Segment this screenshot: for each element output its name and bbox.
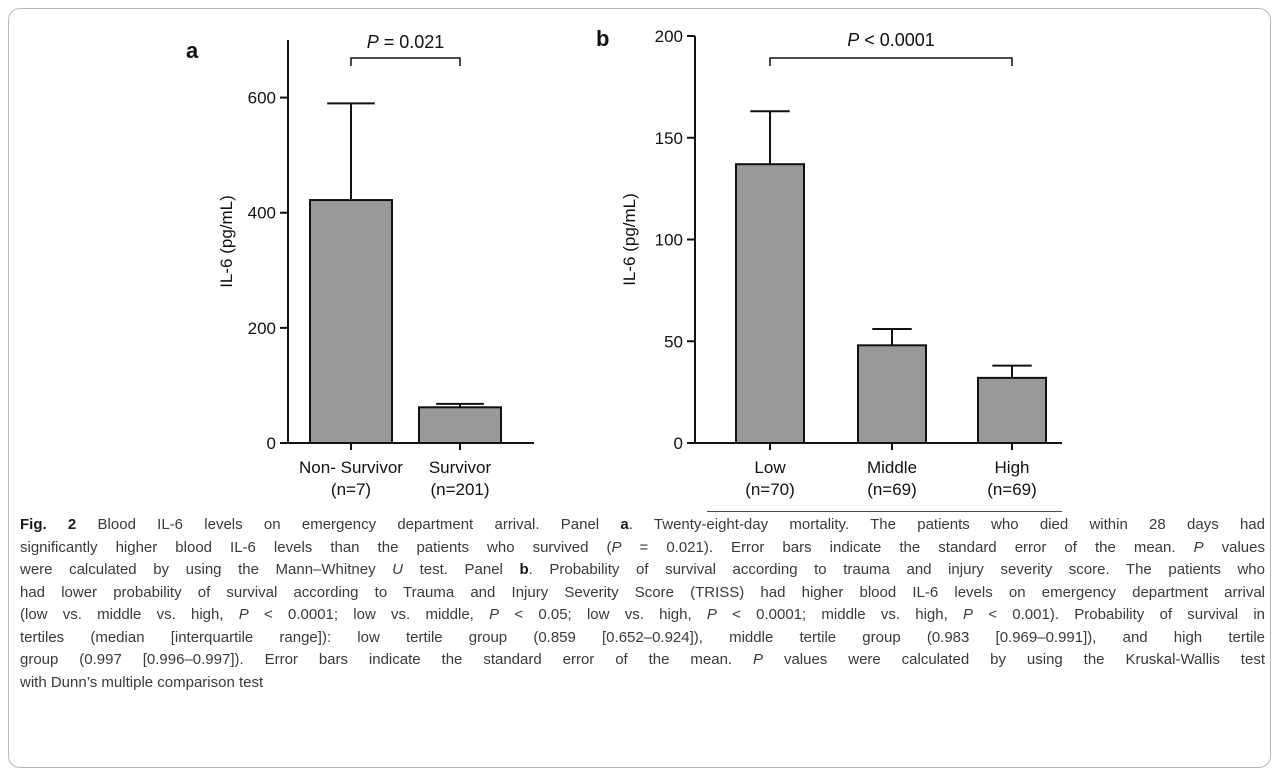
- caption-text: < 0.0001; middle vs. high,: [716, 606, 964, 623]
- bar: [857, 344, 927, 445]
- chart-figure: a 0 200 400 600 IL-6 (pg/mL) Non- Survivor (n=7…: [186, 26, 1062, 512]
- y-tick-label: 200: [248, 319, 276, 338]
- caption-text: Blood IL-6 levels on emergency departmen…: [76, 516, 621, 533]
- x-tick-count: (n=7): [331, 480, 371, 499]
- caption-text: (low vs. middle vs. high,: [20, 606, 239, 623]
- figure-caption: Fig. 2 Blood IL-6 levels on emergency de…: [20, 514, 1265, 694]
- caption-text: P: [706, 606, 717, 623]
- x-tick-count: (n=69): [987, 480, 1037, 499]
- caption-text: with Dunn’s multiple comparison test: [20, 673, 264, 691]
- caption-text: Fig. 2: [20, 516, 77, 533]
- significance-bracket: [350, 57, 461, 66]
- p-value: = 0.021: [379, 32, 445, 52]
- y-tick-label: 50: [664, 332, 683, 351]
- caption-text: = 0.021). Error bars indicate the standa…: [621, 538, 1194, 556]
- bar: [418, 406, 502, 445]
- p-symbol: P: [367, 32, 379, 52]
- caption-text: P: [1193, 538, 1204, 556]
- caption-text: were calculated by using the Mann–Whitne…: [20, 561, 393, 578]
- panel-label-a: a: [186, 38, 199, 63]
- caption-text: values: [1203, 538, 1265, 556]
- y-tick-label: 150: [655, 129, 683, 148]
- caption-text: tertiles (median [interquartile range]):…: [20, 628, 1265, 646]
- panel-label-b: b: [596, 26, 609, 51]
- caption-line: group (0.997 [0.996–0.997]). Error bars …: [20, 649, 1265, 672]
- caption-line: had lower probability of survival accord…: [20, 582, 1265, 605]
- x-tick-label: Survivor: [429, 458, 492, 477]
- bar: [977, 376, 1047, 445]
- figure-frame: [8, 8, 1271, 768]
- caption-text: test. Panel: [403, 561, 520, 578]
- caption-line: were calculated by using the Mann–Whitne…: [20, 559, 1265, 582]
- caption-line: Fig. 2 Blood IL-6 levels on emergency de…: [20, 514, 1265, 537]
- caption-text: values were calculated by using the Krus…: [763, 651, 1265, 668]
- caption-text: b: [519, 561, 529, 578]
- y-tick-label: 200: [655, 27, 683, 46]
- p-value-annotation: P = 0.021: [367, 32, 445, 52]
- caption-text: P: [611, 538, 622, 556]
- x-tick-label: High: [995, 458, 1030, 477]
- x-tick-count: (n=201): [430, 480, 489, 499]
- y-tick-label: 0: [674, 434, 683, 453]
- caption-text: P: [238, 606, 249, 623]
- caption-text: U: [392, 561, 403, 578]
- caption-line: significantly higher blood IL-6 levels t…: [20, 537, 1265, 560]
- y-tick-label: 0: [267, 434, 276, 453]
- y-axis-label: IL-6 (pg/mL): [217, 195, 236, 288]
- caption-text: < 0.001). Probability of survival in: [973, 606, 1266, 623]
- caption-text: P: [963, 606, 974, 623]
- p-value: < 0.0001: [859, 30, 935, 50]
- caption-line: with Dunn’s multiple comparison test: [20, 672, 1265, 695]
- x-tick-label: Middle: [867, 458, 917, 477]
- x-tick-count: (n=69): [867, 480, 917, 499]
- caption-text: had lower probability of survival accord…: [20, 583, 1265, 601]
- caption-line: (low vs. middle vs. high, P < 0.0001; lo…: [20, 604, 1265, 627]
- caption-text: . Twenty-eight-day mortality. The patien…: [628, 516, 1265, 533]
- caption-text: a: [620, 516, 629, 533]
- x-tick-label: Non- Survivor: [299, 458, 403, 477]
- caption-text: . Probability of survival according to t…: [528, 561, 1265, 578]
- y-tick-label: 400: [248, 204, 276, 223]
- x-tick-label: Low: [754, 458, 786, 477]
- caption-line: tertiles (median [interquartile range]):…: [20, 627, 1265, 650]
- caption-text: significantly higher blood IL-6 levels t…: [20, 538, 612, 556]
- caption-text: < 0.05; low vs. high,: [499, 606, 707, 623]
- p-symbol: P: [847, 30, 859, 50]
- caption-text: P: [489, 606, 500, 623]
- y-tick-label: 600: [248, 89, 276, 108]
- y-tick-label: 100: [655, 231, 683, 250]
- y-axis-label: IL-6 (pg/mL): [620, 193, 639, 286]
- x-tick-count: (n=70): [745, 480, 795, 499]
- bar: [735, 163, 805, 445]
- caption-text: group (0.997 [0.996–0.997]). Error bars …: [20, 651, 754, 668]
- bar: [309, 199, 393, 444]
- caption-text: < 0.0001; low vs. middle,: [248, 606, 490, 623]
- caption-text: P: [753, 651, 764, 668]
- significance-bracket: [769, 57, 1013, 66]
- p-value-annotation: P < 0.0001: [847, 30, 935, 50]
